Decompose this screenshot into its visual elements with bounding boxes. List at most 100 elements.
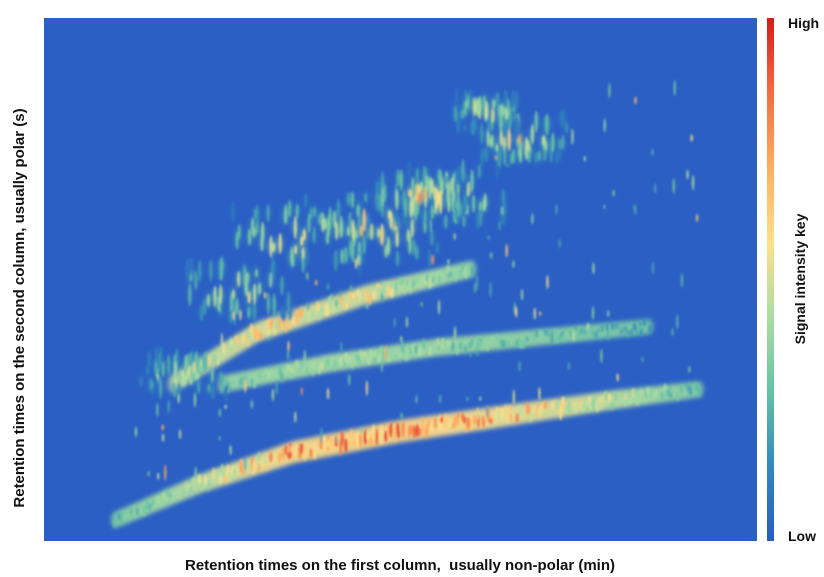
cluster-4-peak — [454, 109, 458, 122]
cluster-1-peak — [325, 231, 329, 245]
band-0-peak — [281, 447, 285, 461]
band-2-peak — [361, 289, 365, 301]
band-2-peak — [235, 334, 239, 346]
isolated-peak — [680, 273, 684, 288]
band-1-peak — [539, 330, 543, 341]
cluster-2-peak — [478, 201, 482, 211]
band-0-peak — [185, 481, 189, 492]
isolated-peak — [475, 348, 479, 357]
band-0-peak — [463, 416, 467, 425]
cluster-4-peak — [504, 88, 508, 109]
cluster-1-peak — [305, 245, 309, 267]
isolated-peak — [271, 388, 275, 402]
cluster-6-peak — [247, 306, 251, 319]
isolated-peak — [384, 345, 388, 360]
band-1-peak — [485, 341, 490, 352]
cluster-1-peak — [362, 208, 366, 232]
band-0-peak — [466, 416, 471, 430]
band-2-peak — [372, 290, 376, 300]
band-1-peak — [436, 344, 440, 352]
isolated-peak — [641, 356, 644, 363]
cluster-6-peak — [252, 299, 256, 322]
band-1-peak — [615, 322, 619, 330]
band-2-peak — [405, 277, 409, 288]
band-2-peak — [394, 281, 398, 293]
band-0-peak — [412, 425, 416, 439]
band-0-peak — [393, 425, 398, 443]
cluster-3-peak — [495, 143, 499, 152]
cluster-0-peak — [300, 236, 304, 246]
isolated-peak — [538, 386, 541, 401]
cluster-5-peak — [433, 185, 437, 201]
cluster-3-peak — [527, 149, 531, 163]
band-1-peak — [369, 348, 373, 357]
isolated-peak — [476, 407, 479, 421]
cluster-0-peak — [366, 216, 370, 225]
cluster-7-peak — [194, 370, 198, 381]
band-2-peak — [470, 265, 475, 277]
cluster-3-peak — [530, 124, 534, 145]
isolated-peak — [177, 393, 180, 404]
band-1-peak — [476, 335, 480, 344]
cluster-3-peak — [565, 122, 569, 133]
cluster-0-peak — [335, 221, 339, 241]
isolated-peak — [600, 348, 603, 364]
band-1-peak — [350, 361, 354, 369]
isolated-peak — [634, 96, 637, 105]
cluster-1-peak — [351, 239, 355, 264]
cluster-1-peak — [359, 225, 363, 237]
band-1-peak — [317, 365, 322, 375]
band-1-peak — [624, 326, 628, 333]
isolated-peak — [156, 402, 159, 417]
band-0-peak — [445, 417, 449, 426]
cluster-1-peak — [346, 192, 350, 206]
band-0-peak — [132, 510, 136, 518]
cluster-2-peak — [466, 181, 470, 197]
cluster-5-peak — [417, 185, 421, 194]
cluster-5-peak — [383, 183, 387, 203]
isolated-peak — [232, 310, 235, 321]
band-0-peak — [277, 451, 282, 464]
band-1-peak — [297, 367, 301, 374]
band-0-peak — [453, 414, 457, 428]
band-2-peak — [320, 306, 324, 315]
band-0-peak — [422, 427, 427, 436]
band-0-peak — [396, 429, 401, 439]
band-1-peak — [629, 328, 634, 337]
isolated-peak — [531, 213, 534, 225]
band-2-peak — [229, 338, 233, 348]
band-2-peak — [448, 270, 453, 279]
band-2-peak — [241, 333, 245, 345]
band-1-peak — [554, 336, 558, 344]
cluster-3-peak — [487, 112, 491, 134]
band-0-peak — [164, 488, 169, 497]
band-0-peak — [651, 388, 655, 400]
band-0-peak — [458, 416, 462, 428]
band-1-peak — [433, 344, 437, 353]
band-2-peak — [256, 327, 260, 341]
cluster-1-peak — [410, 217, 414, 238]
band-1-peak — [605, 322, 609, 332]
band-0-peak — [113, 518, 117, 528]
band-1-peak — [464, 344, 468, 354]
cluster-2-peak — [503, 201, 507, 218]
isolated-peak — [571, 128, 574, 145]
band-0-peak — [160, 497, 164, 506]
band-0-peak — [679, 384, 683, 394]
cluster-1-peak — [333, 210, 337, 229]
cluster-6-peak — [189, 273, 193, 282]
band-1-peak — [532, 332, 536, 342]
band-0-peak — [309, 448, 313, 458]
cluster-7-peak — [197, 363, 201, 376]
isolated-peak — [429, 218, 433, 233]
isolated-peak — [489, 281, 492, 298]
band-0-peak — [595, 399, 599, 413]
isolated-peak — [512, 389, 516, 405]
band-0-peak — [143, 505, 147, 516]
cluster-1-peak — [412, 239, 416, 256]
isolated-peak — [487, 235, 490, 240]
band-0-peak — [228, 471, 232, 483]
cluster-5-peak — [409, 199, 413, 218]
band-1-peak — [414, 343, 418, 355]
band-0-peak — [581, 401, 585, 413]
